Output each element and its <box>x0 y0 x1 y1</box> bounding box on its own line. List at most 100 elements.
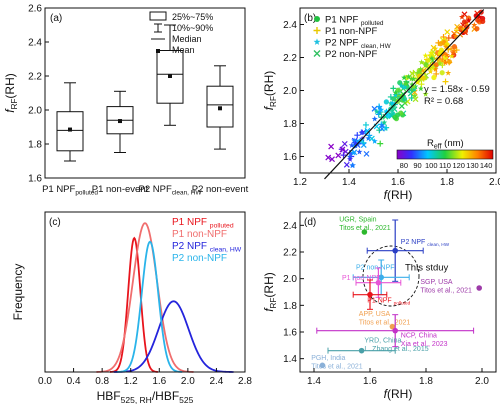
data-point <box>411 85 418 92</box>
data-point <box>422 90 429 97</box>
panel-label: (c) <box>49 217 61 228</box>
data-point <box>432 45 439 52</box>
data-point <box>461 11 468 18</box>
data-point <box>418 59 425 65</box>
y-axis-label: fRF(RH) <box>262 71 278 111</box>
data-point <box>395 87 401 93</box>
fit-r2: R² = 0.68 <box>424 96 463 107</box>
data-point <box>445 35 452 42</box>
legend-marker <box>313 38 321 45</box>
data-point <box>419 67 426 73</box>
data-point <box>358 129 365 136</box>
data-point <box>328 143 335 150</box>
data-point <box>423 62 429 68</box>
panel-c-frame <box>44 211 246 373</box>
data-point <box>376 127 383 134</box>
x-tick-label: 2.4 <box>209 376 223 387</box>
panel-c-frequency: 0.0 0.4 0.8 1.2 1.6 2.0 2.4 2.8 Frequency HBF525,… <box>11 211 252 405</box>
data-point <box>376 109 383 115</box>
data-point <box>366 132 373 139</box>
data-point <box>389 323 396 330</box>
y-tick-label: 2.4 <box>28 38 42 49</box>
fit-line <box>324 9 485 180</box>
data-point <box>405 73 412 80</box>
x-tick-label: 0.8 <box>95 376 109 387</box>
legend-label: P2 NPF clean, HW <box>325 38 392 50</box>
category-label: P2 NPFclean, HW <box>138 184 202 196</box>
data-point <box>335 152 342 159</box>
colorbar-tick-label: 90 <box>413 161 421 170</box>
data-point <box>417 66 424 72</box>
point-label: APP, USA <box>359 311 391 318</box>
data-point <box>451 44 458 50</box>
data-point <box>428 55 435 62</box>
y-tick-label: 2.2 <box>283 248 297 259</box>
colorbar-tick-label: 110 <box>439 161 451 170</box>
data-point <box>348 142 355 148</box>
data-point <box>352 140 359 146</box>
x-axis-label: f(RH) <box>384 188 413 202</box>
x-tick-label: 1.2 <box>124 376 138 387</box>
y-tick-label: 1.8 <box>28 140 42 151</box>
data-point <box>385 113 391 119</box>
point-label: YRD, China <box>364 338 401 345</box>
y-tick-label: 2.6 <box>28 4 42 15</box>
y-tick-label: 1.6 <box>28 174 42 185</box>
panel-a-frame <box>44 7 246 179</box>
data-point <box>392 91 399 98</box>
data-point <box>452 33 459 39</box>
data-point <box>476 285 483 291</box>
point-label: P1 NPF polluted <box>367 298 410 307</box>
legend-label: 10%~90% <box>172 23 213 33</box>
data-point <box>360 142 367 148</box>
y-tick-label: 1.6 <box>283 328 297 339</box>
data-point <box>437 41 444 47</box>
point-label: P2 NPF clean, HW <box>401 239 450 248</box>
data-point <box>417 85 424 92</box>
data-point <box>429 65 436 71</box>
data-point <box>392 114 398 120</box>
data-point <box>442 78 449 85</box>
point-label: UGR, Spain <box>339 216 376 223</box>
data-point <box>451 47 458 54</box>
data-point <box>465 17 472 24</box>
data-point <box>392 89 399 96</box>
data-point <box>339 146 346 153</box>
mean-marker <box>218 106 222 111</box>
distribution-curve <box>117 240 183 373</box>
data-point <box>349 162 356 169</box>
data-point <box>425 57 432 64</box>
data-point <box>422 52 429 59</box>
data-point <box>354 132 361 139</box>
data-point <box>371 115 378 122</box>
x-tick-label: 2.0 <box>181 376 195 387</box>
y-tick-label: 2.2 <box>28 72 42 83</box>
fit-equation: y = 1.58x - 0.59 <box>424 84 490 95</box>
data-point <box>433 62 440 68</box>
legend-box-swatch <box>149 11 167 21</box>
data-point <box>476 13 483 20</box>
data-point <box>432 66 439 72</box>
y-tick-label: 2.2 <box>283 53 297 64</box>
y-tick-label: 2.4 <box>283 20 297 31</box>
x-tick-label: 1.6 <box>363 376 377 387</box>
legend-label: P1 non-NPF <box>325 26 377 37</box>
data-point <box>480 18 486 25</box>
data-point <box>365 135 372 142</box>
data-point <box>427 49 434 56</box>
y-tick-label: 2.4 <box>283 221 297 232</box>
data-point <box>442 43 450 50</box>
point-label: P2 non-NPF <box>356 264 395 271</box>
data-point <box>325 154 332 161</box>
data-point <box>378 274 385 281</box>
data-point <box>392 247 399 254</box>
legend-mean-swatch <box>156 49 160 53</box>
scatter-point-cloud <box>325 9 486 169</box>
data-point <box>417 73 423 79</box>
data-point <box>362 121 369 128</box>
data-point <box>431 74 437 81</box>
data-point <box>409 81 416 88</box>
data-point <box>329 156 335 163</box>
data-point <box>448 52 455 59</box>
